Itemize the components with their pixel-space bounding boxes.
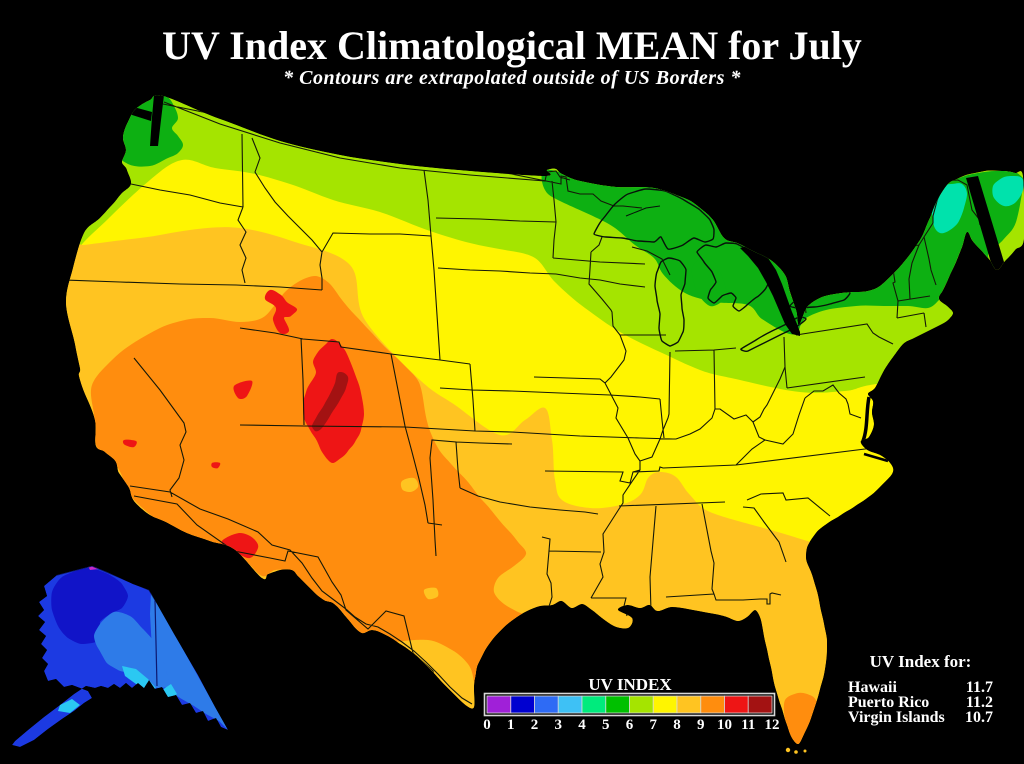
- svg-text:8: 8: [673, 717, 681, 733]
- svg-text:3: 3: [554, 717, 562, 733]
- svg-text:4: 4: [578, 717, 586, 733]
- svg-text:5: 5: [602, 717, 610, 733]
- svg-text:2: 2: [531, 717, 539, 733]
- svg-text:UV INDEX: UV INDEX: [588, 675, 672, 694]
- svg-text:1: 1: [507, 717, 515, 733]
- svg-text:6: 6: [626, 717, 634, 733]
- svg-text:10: 10: [717, 717, 732, 733]
- svg-text:12: 12: [765, 717, 780, 733]
- svg-text:0: 0: [483, 717, 491, 733]
- svg-text:7: 7: [649, 717, 657, 733]
- svg-text:9: 9: [697, 717, 705, 733]
- svg-text:11: 11: [741, 717, 755, 733]
